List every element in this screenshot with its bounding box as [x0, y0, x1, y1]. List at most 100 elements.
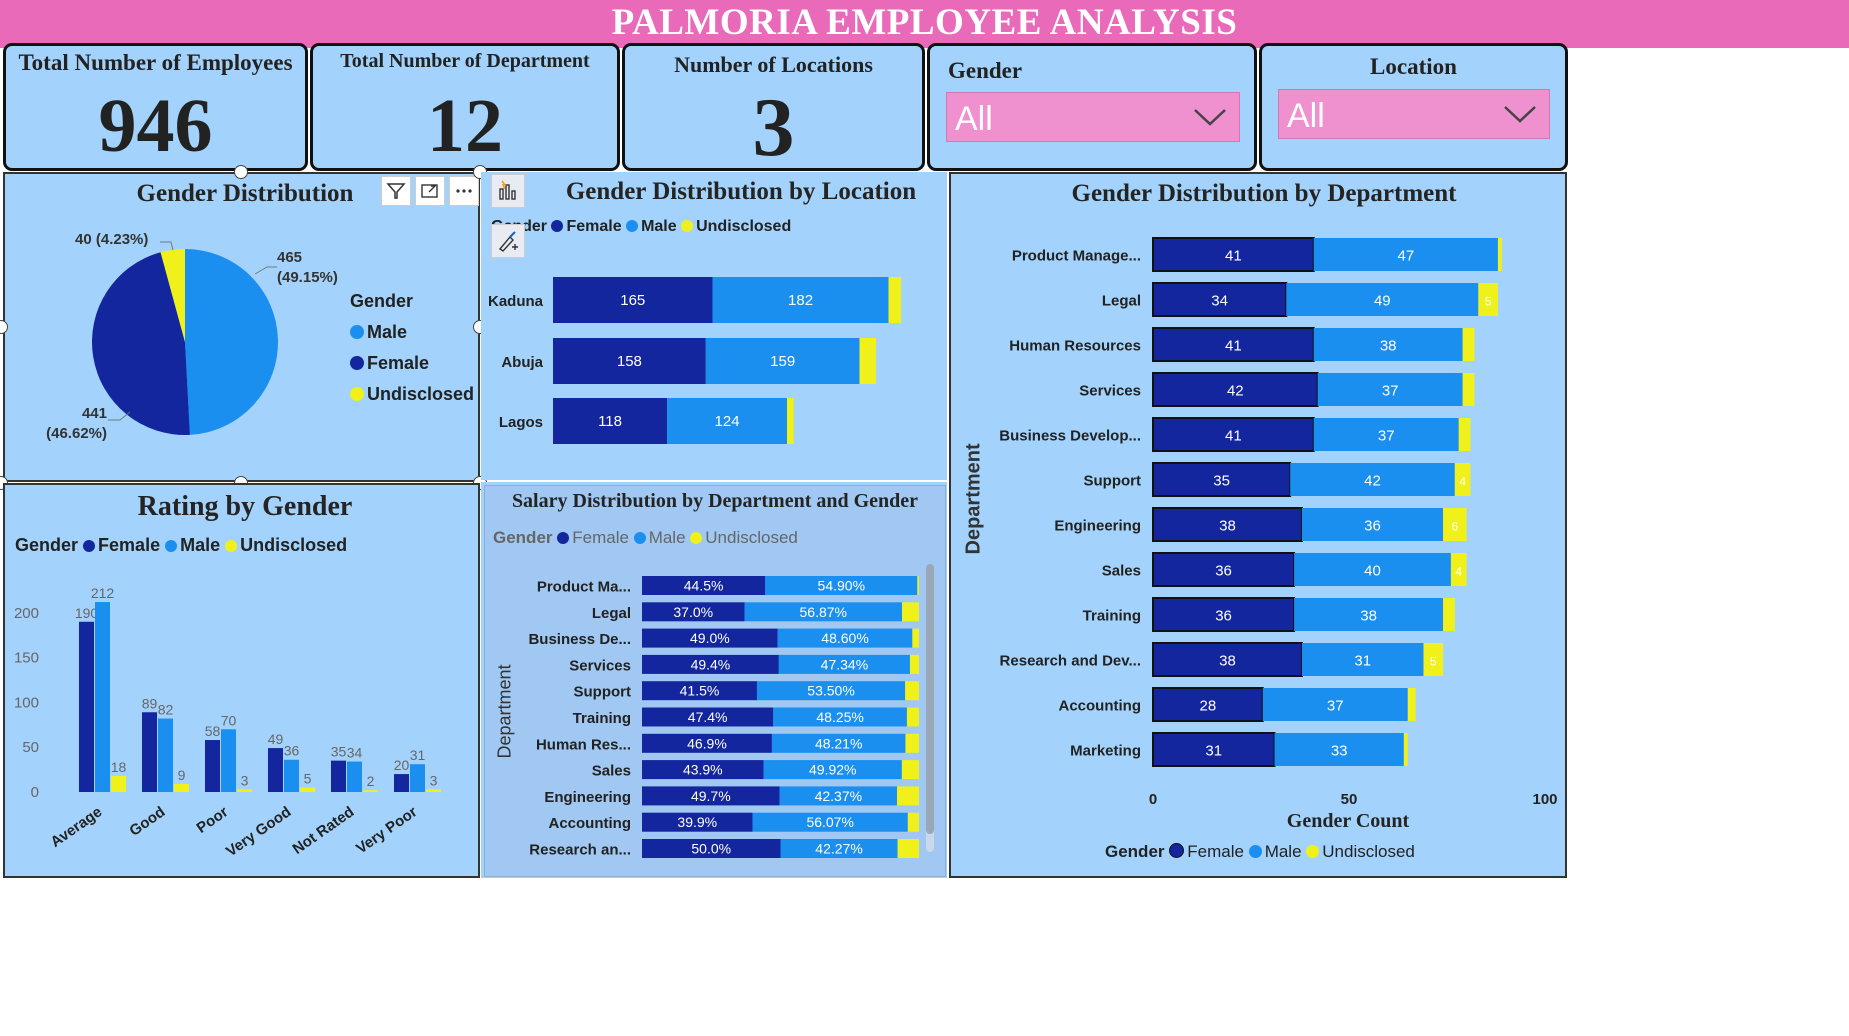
salary-bar-segment[interactable]: [763, 760, 902, 780]
salary-bar-segment[interactable]: [778, 654, 910, 674]
salary-bar-segment[interactable]: [902, 602, 919, 622]
salary-bar-segment[interactable]: [642, 654, 779, 674]
salary-bar-segment[interactable]: [780, 839, 898, 858]
salary-bar-segment[interactable]: [905, 733, 919, 753]
gender-distribution-visual[interactable]: Gender Distribution 465 (49.15%) 441 (46…: [3, 172, 480, 482]
department-bar-segment[interactable]: [1152, 372, 1319, 407]
focus-mode-icon[interactable]: [415, 176, 445, 206]
department-bar-segment[interactable]: [1462, 373, 1475, 406]
department-bar-segment[interactable]: [1454, 463, 1471, 496]
department-bar-segment[interactable]: [1152, 237, 1315, 272]
location-bar-segment[interactable]: [667, 398, 788, 444]
rating-bar[interactable]: [142, 712, 157, 792]
salary-bar-segment[interactable]: [907, 812, 919, 832]
location-bar-segment[interactable]: [888, 277, 902, 323]
pie-slice-male[interactable]: [185, 249, 279, 435]
department-bar-segment[interactable]: [1152, 642, 1303, 677]
rating-bar[interactable]: [347, 761, 362, 792]
analytics-icon[interactable]: [491, 174, 525, 208]
more-options-icon[interactable]: [449, 176, 479, 206]
department-bar-segment[interactable]: [1152, 687, 1264, 722]
department-bar-segment[interactable]: [1152, 597, 1296, 632]
department-bar-segment[interactable]: [1458, 418, 1471, 451]
salary-bar-segment[interactable]: [642, 602, 745, 622]
rating-bar[interactable]: [410, 764, 425, 792]
rating-bar[interactable]: [284, 759, 299, 792]
gender-by-location-visual[interactable]: Gender Distribution by Location Gender F…: [481, 172, 947, 480]
rating-bar[interactable]: [426, 789, 441, 792]
department-bar-segment[interactable]: [1443, 508, 1467, 541]
salary-bar-segment[interactable]: [777, 628, 913, 648]
salary-bar-segment[interactable]: [642, 839, 781, 858]
location-legend-item-male[interactable]: Male: [626, 218, 677, 235]
rating-legend-item-female[interactable]: Female: [83, 535, 160, 555]
salary-bar-segment[interactable]: [642, 707, 774, 727]
department-bar-segment[interactable]: [1294, 598, 1444, 631]
rating-bar[interactable]: [205, 740, 220, 792]
department-bar-segment[interactable]: [1403, 733, 1408, 766]
department-bar-segment[interactable]: [1450, 553, 1467, 586]
salary-bar-segment[interactable]: [642, 681, 757, 701]
department-bar-segment[interactable]: [1313, 418, 1459, 451]
gender-slicer-dropdown[interactable]: All: [946, 92, 1240, 142]
salary-bar-segment[interactable]: [771, 733, 906, 753]
pie-slice-undisclosed[interactable]: [160, 249, 185, 342]
salary-bar-segment[interactable]: [642, 786, 780, 806]
resize-handle[interactable]: [234, 165, 248, 179]
salary-bar-segment[interactable]: [642, 576, 766, 595]
pie-legend-item-female[interactable]: Female: [350, 348, 474, 379]
department-bar-segment[interactable]: [1152, 507, 1303, 542]
rating-bar[interactable]: [158, 718, 173, 792]
rating-bar[interactable]: [237, 789, 252, 792]
department-bar-segment[interactable]: [1301, 643, 1424, 676]
format-brush-icon[interactable]: [491, 224, 525, 258]
salary-bar-segment[interactable]: [744, 602, 903, 622]
department-bar-segment[interactable]: [1443, 598, 1455, 631]
location-bar-segment[interactable]: [553, 398, 668, 444]
pie-legend-item-undisclosed[interactable]: Undisclosed: [350, 379, 474, 410]
rating-bar[interactable]: [111, 775, 126, 792]
location-bar-segment[interactable]: [553, 277, 713, 323]
department-bar-segment[interactable]: [1497, 238, 1502, 271]
department-bar-segment[interactable]: [1262, 688, 1408, 721]
department-bar-segment[interactable]: [1317, 373, 1463, 406]
department-bar-segment[interactable]: [1407, 688, 1416, 721]
rating-bar[interactable]: [394, 774, 409, 792]
salary-bar-segment[interactable]: [909, 654, 919, 674]
department-bar-segment[interactable]: [1152, 327, 1315, 362]
salary-distribution-visual[interactable]: Salary Distribution by Department and Ge…: [481, 482, 947, 878]
salary-bar-segment[interactable]: [642, 760, 764, 780]
department-bar-segment[interactable]: [1313, 328, 1463, 361]
department-bar-segment[interactable]: [1274, 733, 1404, 766]
salary-bar-segment[interactable]: [642, 812, 753, 832]
salary-bar-segment[interactable]: [906, 707, 919, 727]
location-legend-item-female[interactable]: Female: [551, 218, 622, 235]
department-bar-segment[interactable]: [1286, 283, 1479, 316]
department-bar-segment[interactable]: [1478, 283, 1498, 316]
rating-legend-item-male[interactable]: Male: [165, 535, 220, 555]
salary-bar-segment[interactable]: [897, 786, 919, 806]
salary-bar-segment[interactable]: [901, 760, 919, 780]
department-legend-item-undisclosed[interactable]: Undisclosed: [1306, 842, 1415, 861]
salary-bar-segment[interactable]: [779, 786, 898, 806]
rating-bar[interactable]: [363, 790, 378, 792]
pie-legend-item-male[interactable]: Male: [350, 317, 474, 348]
salary-legend-item-female[interactable]: Female: [557, 528, 629, 547]
salary-bar-segment[interactable]: [773, 707, 907, 727]
department-bar-segment[interactable]: [1152, 417, 1315, 452]
salary-bar-segment[interactable]: [897, 839, 919, 858]
rating-bar[interactable]: [174, 783, 189, 792]
salary-bar-segment[interactable]: [917, 576, 919, 595]
department-bar-segment[interactable]: [1152, 552, 1296, 587]
location-slicer-dropdown[interactable]: All: [1278, 89, 1550, 139]
rating-bar[interactable]: [331, 760, 346, 792]
salary-legend-item-male[interactable]: Male: [633, 528, 686, 547]
rating-by-gender-visual[interactable]: Rating by Gender Gender Female Male Undi…: [3, 483, 480, 878]
location-bar-segment[interactable]: [553, 338, 706, 384]
salary-bar-segment[interactable]: [765, 576, 918, 595]
salary-scrollbar-thumb[interactable]: [926, 564, 934, 834]
salary-bar-segment[interactable]: [752, 812, 908, 832]
location-bar-segment[interactable]: [712, 277, 889, 323]
department-bar-segment[interactable]: [1301, 508, 1444, 541]
location-legend-item-undisclosed[interactable]: Undisclosed: [681, 218, 791, 235]
